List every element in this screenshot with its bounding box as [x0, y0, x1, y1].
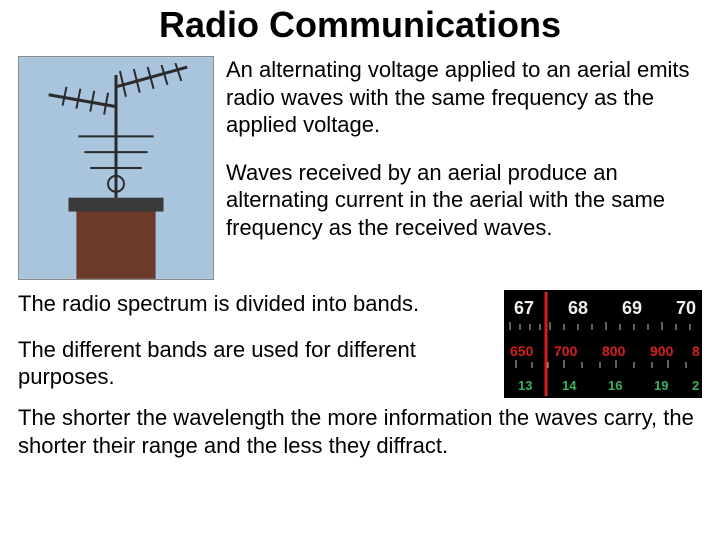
bottom-text-block: The shorter the wavelength the more info… — [0, 398, 720, 459]
top-text-block: An alternating voltage applied to an aer… — [226, 56, 702, 280]
page-title: Radio Communications — [0, 0, 720, 46]
dial-r3-2: 16 — [608, 378, 622, 393]
radio-dial-image: 67 68 69 70 650 700 800 900 8 13 14 16 1… — [504, 290, 702, 398]
dial-r2-3: 900 — [650, 343, 674, 359]
dial-r3-0: 13 — [518, 378, 532, 393]
mid-row: The radio spectrum is divided into bands… — [0, 280, 720, 398]
antenna-image — [18, 56, 214, 280]
dial-r3-4: 2 — [692, 378, 699, 393]
dial-r1-0: 67 — [514, 298, 534, 318]
dial-r2-1: 700 — [554, 343, 578, 359]
paragraph-3: The radio spectrum is divided into bands… — [18, 290, 492, 318]
dial-r2-4: 8 — [692, 343, 700, 359]
dial-r1-2: 69 — [622, 298, 642, 318]
paragraph-5: The shorter the wavelength the more info… — [18, 404, 702, 459]
dial-r1-3: 70 — [676, 298, 696, 318]
dial-r2-0: 650 — [510, 343, 534, 359]
mid-text-block: The radio spectrum is divided into bands… — [18, 290, 492, 391]
dial-r3-3: 19 — [654, 378, 668, 393]
top-row: An alternating voltage applied to an aer… — [0, 46, 720, 280]
dial-r3-1: 14 — [562, 378, 577, 393]
dial-r2-2: 800 — [602, 343, 626, 359]
paragraph-1: An alternating voltage applied to an aer… — [226, 56, 702, 139]
paragraph-4: The different bands are used for differe… — [18, 336, 492, 391]
dial-r1-1: 68 — [568, 298, 588, 318]
paragraph-2: Waves received by an aerial produce an a… — [226, 159, 702, 242]
